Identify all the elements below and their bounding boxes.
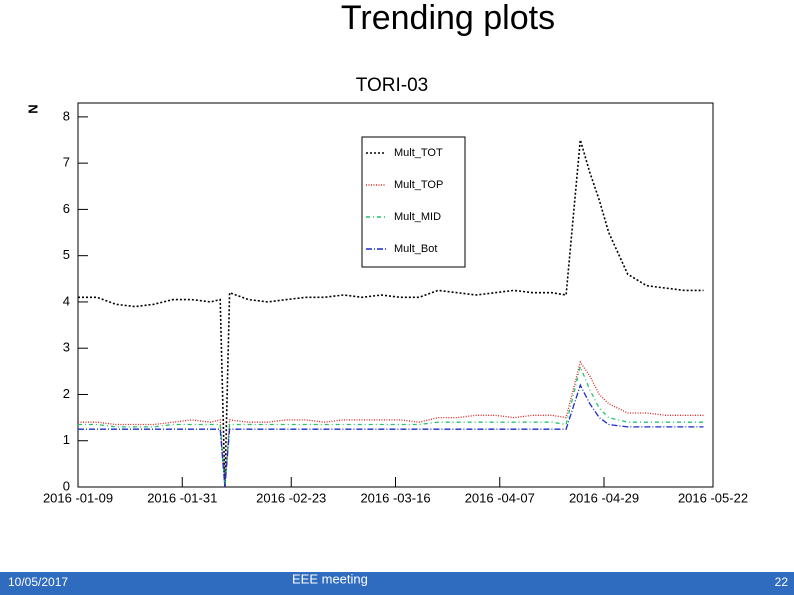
y-tick-label: 6 — [63, 201, 70, 216]
x-tick-label: 2016 -01-09 — [43, 490, 113, 505]
slide-title: Trending plots — [341, 0, 555, 37]
y-tick-label: 1 — [63, 432, 70, 447]
x-tick-label: 2016 -01-31 — [147, 490, 217, 505]
legend-label: Mult_MID — [394, 211, 441, 223]
series-line — [78, 364, 704, 488]
chart-title: TORI-03 — [356, 75, 429, 96]
series-line — [78, 139, 704, 488]
y-tick-label: 2 — [63, 386, 70, 401]
footer-page: 22 — [775, 575, 789, 589]
x-tick-label: 2016 -02-23 — [256, 490, 326, 505]
y-tick-label: 5 — [63, 247, 70, 262]
x-tick-label: 2016 -05-22 — [678, 490, 748, 505]
x-tick-label: 2016 -04-07 — [465, 490, 535, 505]
y-tick-label: 3 — [63, 340, 70, 355]
legend-label: Mult_TOP — [394, 179, 443, 191]
x-tick-label: 2016 -03-16 — [360, 490, 430, 505]
y-tick-label: 7 — [63, 155, 70, 170]
legend-box — [361, 136, 466, 268]
x-tick-label: 2016 -04-29 — [569, 490, 639, 505]
footer-bar — [0, 572, 794, 595]
footer-event: EEE meeting — [292, 571, 368, 586]
y-tick-label: 4 — [63, 293, 70, 308]
y-tick-label: 0 — [63, 478, 70, 493]
legend-label: Mult_TOT — [394, 147, 443, 159]
legend-label: Mult_Bot — [394, 243, 437, 255]
footer-date: 10/05/2017 — [8, 575, 68, 589]
y-axis-label: N — [25, 104, 40, 113]
y-tick-label: 8 — [63, 108, 70, 123]
series-line — [78, 383, 704, 488]
